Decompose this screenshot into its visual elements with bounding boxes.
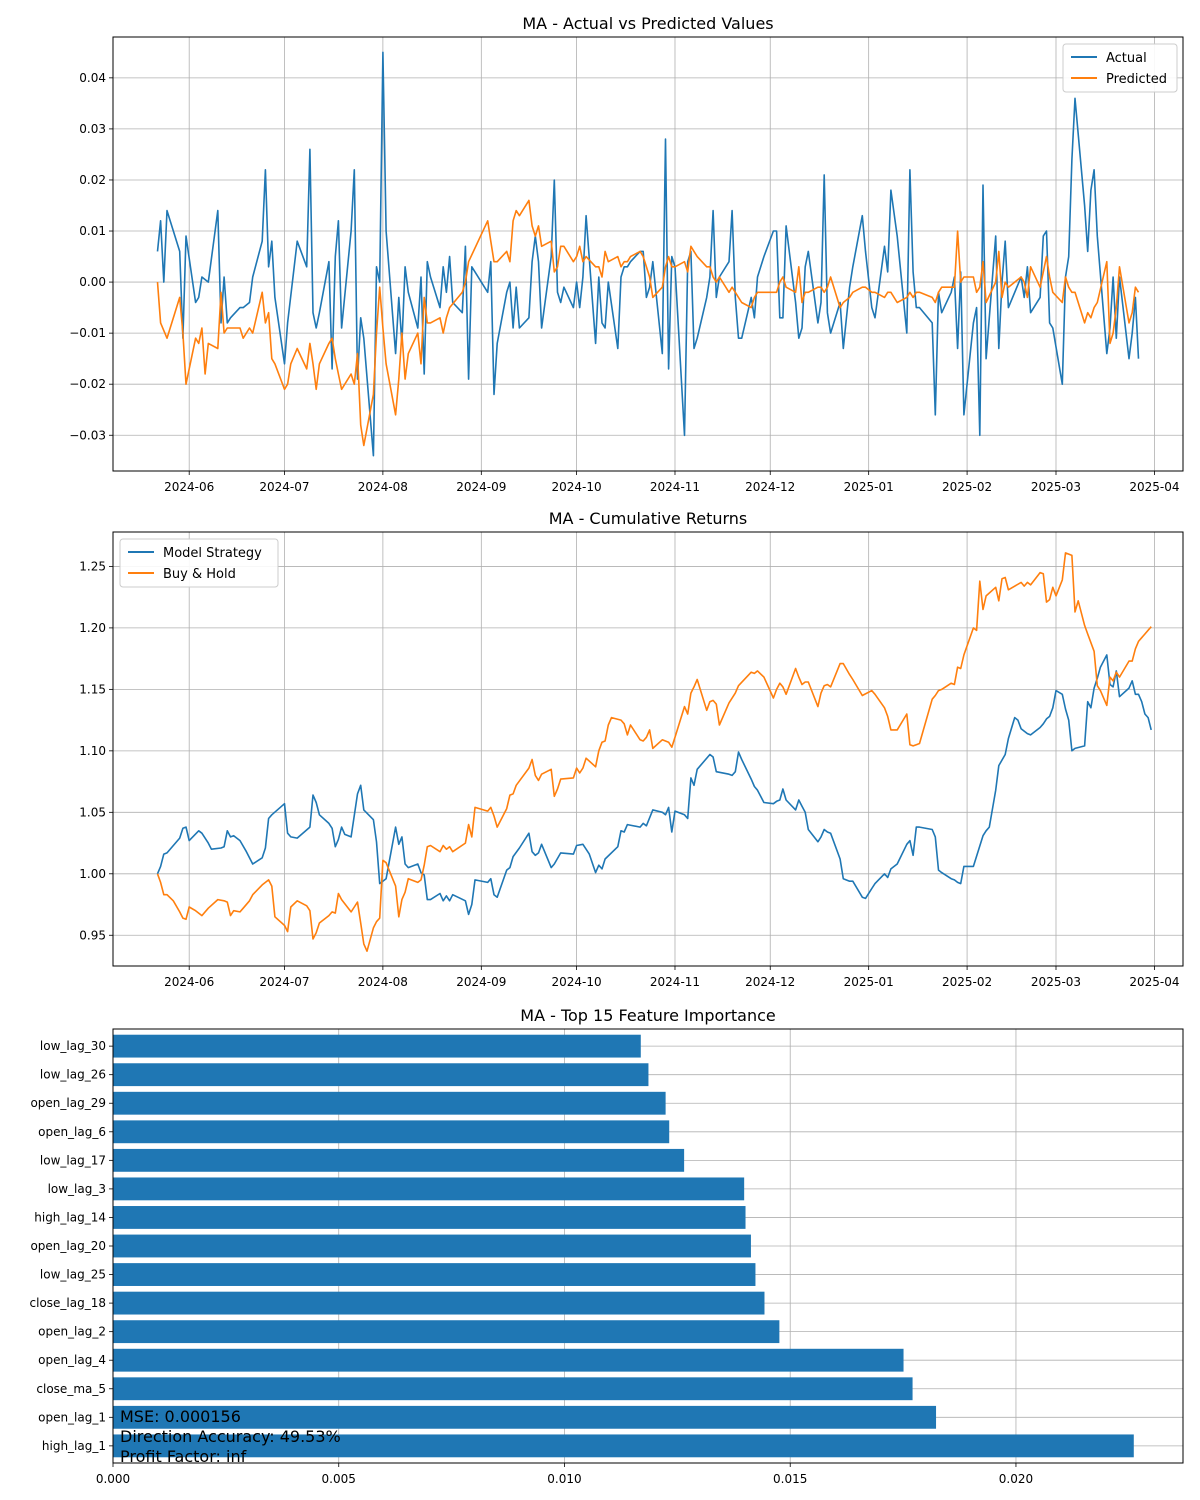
- bar-low_lag_3: [113, 1177, 745, 1201]
- legend: Model Strategy Buy & Hold: [119, 538, 279, 588]
- x-tick-label: 2024-09: [456, 480, 506, 494]
- x-tick-label: 2024-12: [745, 975, 795, 989]
- axes-frame: [112, 36, 1184, 472]
- axes-frame: [112, 1028, 1184, 1464]
- y-tick-label: 0.03: [79, 122, 106, 136]
- y-tick-label: close_lag_18: [30, 1296, 106, 1310]
- series-line-actual: [156, 51, 1140, 457]
- stats-box: MSE: 0.000156 Direction Accuracy: 49.53%…: [120, 1407, 341, 1467]
- y-tick-label: 1.20: [79, 621, 106, 635]
- x-tick-label: 2024-08: [358, 975, 408, 989]
- y-tick-label: high_lag_1: [42, 1439, 106, 1453]
- x-tick-label: 0.020: [999, 1472, 1033, 1486]
- x-tick-label: 2024-09: [456, 975, 506, 989]
- x-tick-label: 0.010: [547, 1472, 581, 1486]
- y-tick-label: low_lag_26: [40, 1068, 106, 1082]
- bar-low_lag_25: [113, 1263, 756, 1286]
- x-tick-label: 2024-07: [259, 480, 309, 494]
- actual-vs-predicted-panel: 2024-06 2024-07 2024-08 2024-09 2024-10 2024-…: [69, 14, 1184, 494]
- x-tick-label: 2025-04: [1129, 975, 1179, 989]
- x-tick-label: 2024-10: [551, 975, 601, 989]
- x-tick-label: 2025-04: [1129, 480, 1179, 494]
- y-tick-label: high_lag_14: [34, 1210, 106, 1224]
- chart-title: MA - Actual vs Predicted Values: [522, 14, 773, 33]
- y-tick-label: close_ma_5: [36, 1382, 106, 1396]
- y-tick-label: open_lag_20: [30, 1239, 106, 1253]
- bar-open_lag_29: [113, 1091, 666, 1115]
- y-tick-label: 1.05: [79, 805, 106, 819]
- x-tick-label: 2024-12: [745, 480, 795, 494]
- chart-title: MA - Top 15 Feature Importance: [520, 1006, 775, 1025]
- legend-label-actual: Actual: [1106, 51, 1147, 66]
- y-tick-label: open_lag_1: [38, 1410, 106, 1424]
- x-tick-label: 2024-11: [650, 975, 700, 989]
- y-tick-label: low_lag_30: [40, 1039, 106, 1053]
- x-tick-label: 0.005: [322, 1472, 356, 1486]
- y-tick-label: −0.01: [69, 326, 106, 340]
- x-tick-label: 2025-03: [1031, 975, 1081, 989]
- mse-text: MSE: 0.000156: [120, 1407, 241, 1426]
- x-tick-label: 2025-02: [942, 480, 992, 494]
- y-tick-label: 1.15: [79, 682, 106, 696]
- feature-importance-panel: 0.000 0.005 0.010 0.015 0.020 high_lag_1 open_…: [30, 1006, 1184, 1486]
- legend: Actual Predicted: [1062, 43, 1178, 93]
- y-tick-label: 0.04: [79, 71, 106, 85]
- y-tick-label: low_lag_25: [40, 1268, 106, 1282]
- x-tick-label: 2025-02: [942, 975, 992, 989]
- y-tick-label: 1.00: [79, 867, 106, 881]
- y-tick-label: 0.95: [79, 928, 106, 942]
- y-tick-label: 0.01: [79, 224, 106, 238]
- legend-label-buy-hold: Buy & Hold: [163, 567, 236, 582]
- x-tick-label: 2025-01: [844, 480, 894, 494]
- series-line-predicted: [156, 199, 1140, 447]
- bar-close_lag_18: [113, 1291, 765, 1315]
- legend-label-predicted: Predicted: [1106, 72, 1167, 87]
- x-tick-label: 0.015: [773, 1472, 807, 1486]
- y-tick-label: 1.25: [79, 559, 106, 573]
- legend-label-model-strategy: Model Strategy: [163, 546, 262, 561]
- bar-open_lag_20: [113, 1234, 751, 1258]
- x-tick-label: 2024-06: [164, 975, 214, 989]
- y-tick-label: 0.02: [79, 173, 106, 187]
- bar-open_lag_1: [113, 1405, 937, 1429]
- x-tick-label: 2025-01: [844, 975, 894, 989]
- bar-high_lag_14: [113, 1206, 746, 1229]
- axes-frame: [112, 531, 1184, 967]
- bar-close_ma_5: [113, 1377, 913, 1401]
- x-tick-label: 2024-07: [259, 975, 309, 989]
- y-tick-label: open_lag_29: [30, 1096, 106, 1110]
- bar-low_lag_17: [113, 1148, 685, 1172]
- y-tick-label: 0.00: [79, 275, 106, 289]
- bar-open_lag_4: [113, 1348, 904, 1372]
- y-tick-label: low_lag_3: [48, 1182, 106, 1196]
- x-tick-label: 2024-06: [164, 480, 214, 494]
- x-tick-label: 2024-08: [358, 480, 408, 494]
- series-line-model-strategy: [156, 654, 1152, 916]
- bar-open_lag_6: [113, 1120, 670, 1144]
- y-tick-label: open_lag_2: [38, 1325, 106, 1339]
- chart-title: MA - Cumulative Returns: [549, 509, 748, 528]
- bar-low_lag_26: [113, 1063, 649, 1087]
- bar-open_lag_2: [113, 1320, 780, 1344]
- cumulative-returns-panel: 2024-06 2024-07 2024-08 2024-09 2024-10 2024-…: [79, 509, 1184, 989]
- x-tick-label: 2025-03: [1031, 480, 1081, 494]
- y-tick-label: −0.03: [69, 428, 106, 442]
- y-tick-label: 1.10: [79, 744, 106, 758]
- series-line-buy-hold: [156, 552, 1152, 953]
- bar-low_lag_30: [113, 1034, 641, 1058]
- y-tick-label: low_lag_17: [40, 1153, 106, 1167]
- bar-high_lag_1: [113, 1434, 1134, 1458]
- x-tick-label: 2024-10: [551, 480, 601, 494]
- x-tick-label: 2024-11: [650, 480, 700, 494]
- y-tick-label: open_lag_4: [38, 1353, 106, 1367]
- y-tick-label: open_lag_6: [38, 1125, 106, 1139]
- profit-factor-text: Profit Factor: inf: [120, 1447, 247, 1466]
- direction-accuracy-text: Direction Accuracy: 49.53%: [120, 1427, 341, 1446]
- legend-box: [119, 538, 279, 588]
- x-tick-label: 0.000: [96, 1472, 130, 1486]
- y-tick-label: −0.02: [69, 377, 106, 391]
